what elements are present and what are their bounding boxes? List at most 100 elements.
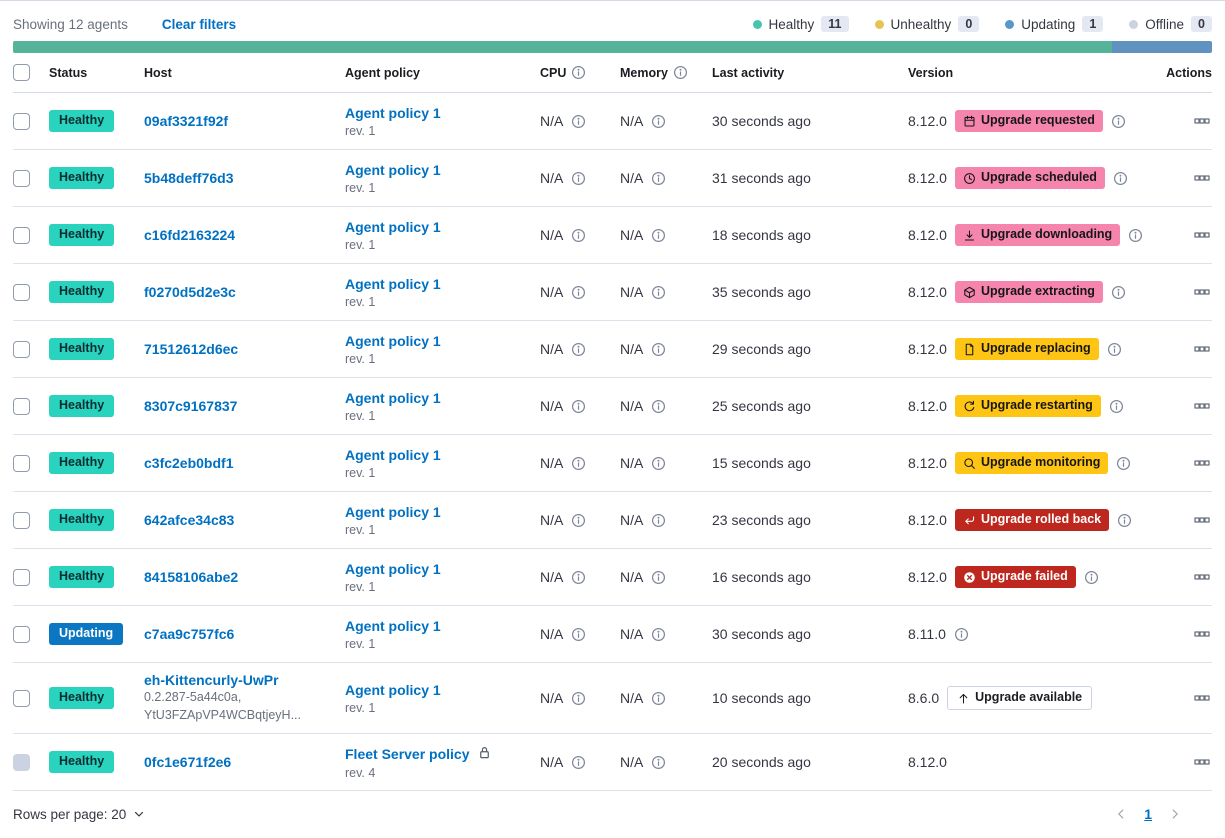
row-actions-button[interactable] (1192, 168, 1212, 188)
upgrade-status-badge[interactable]: Upgrade monitoring (954, 452, 1109, 474)
host-link[interactable]: f0270d5d2e3c (144, 284, 236, 300)
next-page-button[interactable] (1166, 805, 1184, 823)
host-link[interactable]: 642afce34c83 (144, 512, 235, 528)
legend-item-updating[interactable]: Updating 1 (1005, 16, 1104, 32)
policy-link[interactable]: Agent policy 1 (345, 332, 441, 349)
cpu-na-info-icon[interactable] (571, 399, 586, 414)
cpu-na-info-icon[interactable] (571, 513, 586, 528)
upgrade-info-icon[interactable] (1111, 285, 1126, 300)
row-checkbox[interactable] (13, 226, 30, 244)
rows-per-page-button[interactable]: Rows per page: 20 (13, 807, 146, 822)
memory-na-info-icon[interactable] (651, 691, 666, 706)
host-link[interactable]: 8307c9167837 (144, 398, 238, 414)
memory-na-info-icon[interactable] (651, 171, 666, 186)
policy-link[interactable]: Agent policy 1 (345, 560, 441, 577)
row-actions-button[interactable] (1192, 624, 1212, 644)
upgrade-info-icon[interactable] (1111, 114, 1126, 129)
row-actions-button[interactable] (1192, 752, 1212, 772)
host-link[interactable]: 5b48deff76d3 (144, 170, 234, 186)
previous-page-button[interactable] (1112, 805, 1130, 823)
upgrade-info-icon[interactable] (1116, 456, 1131, 471)
row-checkbox[interactable] (13, 340, 30, 358)
memory-na-info-icon[interactable] (651, 570, 666, 585)
host-link[interactable]: c16fd2163224 (144, 227, 236, 243)
upgrade-status-badge[interactable]: Upgrade rolled back (954, 509, 1110, 531)
memory-na-info-icon[interactable] (651, 399, 666, 414)
policy-link[interactable]: Agent policy 1 (345, 446, 441, 463)
legend-item-healthy[interactable]: Healthy 11 (752, 16, 849, 32)
memory-na-info-icon[interactable] (651, 114, 666, 129)
cpu-na-info-icon[interactable] (571, 285, 586, 300)
memory-info-icon[interactable] (673, 65, 688, 80)
row-checkbox[interactable] (13, 454, 30, 472)
upgrade-status-badge[interactable]: Upgrade replacing (954, 338, 1099, 360)
row-actions-button[interactable] (1192, 282, 1212, 302)
host-link[interactable]: 0fc1e671f2e6 (144, 754, 232, 770)
upgrade-status-badge[interactable]: Upgrade extracting (954, 281, 1103, 303)
row-checkbox[interactable] (13, 511, 30, 529)
policy-link[interactable]: Agent policy 1 (345, 389, 441, 406)
upgrade-status-badge[interactable]: Upgrade available (947, 686, 1093, 710)
row-actions-button[interactable] (1192, 567, 1212, 587)
policy-link[interactable]: Agent policy 1 (345, 503, 441, 520)
upgrade-status-badge[interactable]: Upgrade requested (954, 110, 1103, 132)
policy-link[interactable]: Agent policy 1 (345, 275, 441, 292)
upgrade-info-icon[interactable] (1113, 171, 1128, 186)
memory-na-info-icon[interactable] (651, 456, 666, 471)
upgrade-info-icon[interactable] (1107, 342, 1122, 357)
row-actions-button[interactable] (1192, 111, 1212, 131)
memory-na-info-icon[interactable] (651, 285, 666, 300)
policy-link[interactable]: Agent policy 1 (345, 218, 441, 235)
row-actions-button[interactable] (1192, 510, 1212, 530)
upgrade-info-icon[interactable] (1128, 228, 1143, 243)
cpu-na-info-icon[interactable] (571, 456, 586, 471)
row-checkbox[interactable] (13, 112, 30, 130)
upgrade-info-icon[interactable] (1109, 399, 1124, 414)
host-link[interactable]: c3fc2eb0bdf1 (144, 455, 234, 471)
host-link[interactable]: eh-Kittencurly-UwPr (144, 672, 279, 689)
policy-link[interactable]: Fleet Server policy (345, 745, 470, 762)
upgrade-info-icon[interactable] (1117, 513, 1132, 528)
page-1-button[interactable]: 1 (1144, 806, 1152, 822)
row-actions-button[interactable] (1192, 225, 1212, 245)
cpu-na-info-icon[interactable] (571, 755, 586, 770)
host-link[interactable]: 71512612d6ec (144, 341, 239, 357)
upgrade-status-badge[interactable]: Upgrade restarting (954, 395, 1101, 417)
row-actions-button[interactable] (1192, 453, 1212, 473)
cpu-na-info-icon[interactable] (571, 627, 586, 642)
row-checkbox[interactable] (13, 625, 30, 643)
row-checkbox[interactable] (13, 397, 30, 415)
host-link[interactable]: 09af3321f92f (144, 113, 229, 129)
upgrade-status-badge[interactable]: Upgrade scheduled (954, 167, 1105, 189)
row-checkbox[interactable] (13, 568, 30, 586)
row-actions-button[interactable] (1192, 339, 1212, 359)
legend-item-offline[interactable]: Offline 0 (1129, 16, 1212, 32)
policy-link[interactable]: Agent policy 1 (345, 161, 441, 178)
memory-na-info-icon[interactable] (651, 228, 666, 243)
memory-na-info-icon[interactable] (651, 342, 666, 357)
memory-na-info-icon[interactable] (651, 627, 666, 642)
memory-na-info-icon[interactable] (651, 755, 666, 770)
host-link[interactable]: 84158106abe2 (144, 569, 239, 585)
row-checkbox[interactable] (13, 689, 30, 707)
row-checkbox[interactable] (13, 169, 30, 187)
host-link[interactable]: c7aa9c757fc6 (144, 626, 235, 642)
clear-filters-button[interactable]: Clear filters (161, 16, 237, 32)
upgrade-info-icon[interactable] (1084, 570, 1099, 585)
row-actions-button[interactable] (1192, 396, 1212, 416)
memory-na-info-icon[interactable] (651, 513, 666, 528)
upgrade-status-badge[interactable]: Upgrade downloading (954, 224, 1121, 246)
cpu-na-info-icon[interactable] (571, 171, 586, 186)
cpu-info-icon[interactable] (571, 65, 586, 80)
cpu-na-info-icon[interactable] (571, 342, 586, 357)
policy-link[interactable]: Agent policy 1 (345, 104, 441, 121)
policy-link[interactable]: Agent policy 1 (345, 617, 441, 634)
cpu-na-info-icon[interactable] (571, 228, 586, 243)
cpu-na-info-icon[interactable] (571, 691, 586, 706)
upgrade-info-icon[interactable] (954, 627, 969, 642)
cpu-na-info-icon[interactable] (571, 570, 586, 585)
cpu-na-info-icon[interactable] (571, 114, 586, 129)
upgrade-status-badge[interactable]: Upgrade failed (954, 566, 1076, 588)
row-actions-button[interactable] (1192, 688, 1212, 708)
legend-item-unhealthy[interactable]: Unhealthy 0 (874, 16, 980, 32)
